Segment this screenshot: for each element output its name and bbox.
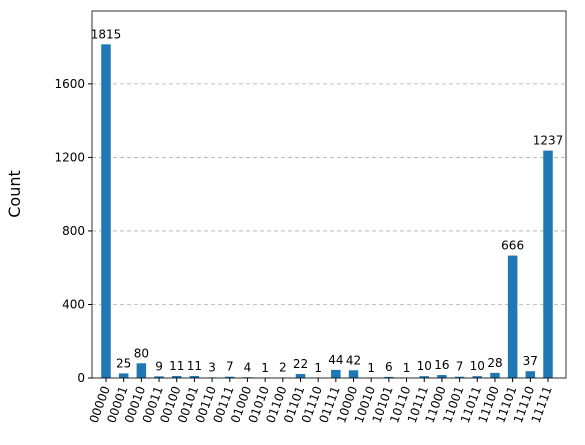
value-label: 4 (244, 360, 252, 374)
y-tick-label: 400 (62, 297, 85, 311)
bar (225, 376, 235, 378)
value-label: 1237 (533, 134, 564, 148)
value-label: 80 (134, 346, 149, 360)
value-label: 2 (279, 361, 287, 375)
value-label: 10 (470, 359, 485, 373)
value-label: 10 (417, 359, 432, 373)
bar (118, 373, 129, 378)
bar (154, 376, 164, 378)
value-label: 25 (116, 356, 131, 370)
bar (507, 255, 518, 378)
value-label: 1815 (91, 27, 122, 41)
value-label: 6 (385, 360, 393, 374)
bar (136, 363, 147, 378)
value-label: 42 (346, 353, 361, 367)
bar (331, 369, 341, 378)
bar (189, 375, 200, 378)
bar (525, 371, 536, 378)
y-tick-label: 0 (77, 371, 85, 385)
bar (543, 150, 553, 378)
bar (490, 372, 500, 378)
bar (348, 370, 359, 378)
y-tick-label: 800 (62, 224, 85, 238)
value-label: 1 (367, 361, 375, 375)
value-label: 9 (155, 359, 163, 373)
value-label: 16 (434, 358, 449, 372)
bar (101, 44, 111, 378)
value-label: 11 (169, 359, 184, 373)
bar (171, 375, 182, 378)
value-label: 37 (523, 354, 538, 368)
value-label: 7 (226, 360, 234, 374)
y-axis-label: Count (5, 170, 24, 218)
value-label: 1 (403, 361, 411, 375)
bar (295, 373, 306, 378)
value-label: 1 (261, 361, 269, 375)
value-label: 1 (314, 361, 322, 375)
bar (454, 376, 465, 378)
bar (472, 376, 483, 378)
bar (419, 376, 429, 378)
value-label: 22 (293, 357, 308, 371)
value-label: 666 (501, 239, 524, 253)
y-tick-label: 1200 (54, 150, 85, 164)
bar (384, 376, 394, 378)
value-label: 3 (208, 360, 216, 374)
value-label: 7 (456, 360, 464, 374)
y-tick-label: 1600 (54, 77, 85, 91)
value-label: 44 (328, 353, 343, 367)
bar (437, 375, 447, 378)
value-label: 28 (487, 356, 502, 370)
value-label: 11 (187, 359, 202, 373)
plot-frame (91, 10, 567, 379)
